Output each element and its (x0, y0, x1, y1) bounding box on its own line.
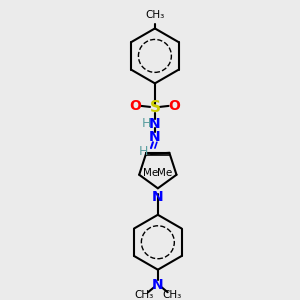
Text: N: N (149, 130, 161, 144)
Text: O: O (169, 99, 181, 113)
Text: N: N (152, 190, 164, 204)
Text: H: H (138, 145, 148, 158)
Text: N: N (149, 117, 161, 130)
Text: Me: Me (157, 168, 172, 178)
Text: S: S (149, 100, 161, 116)
Text: CH₃: CH₃ (145, 10, 164, 20)
Text: O: O (129, 99, 141, 113)
Text: N: N (152, 278, 164, 292)
Text: CH₃: CH₃ (134, 290, 154, 300)
Text: CH₃: CH₃ (162, 290, 181, 300)
Text: Me: Me (143, 168, 159, 178)
Text: H: H (141, 117, 151, 130)
